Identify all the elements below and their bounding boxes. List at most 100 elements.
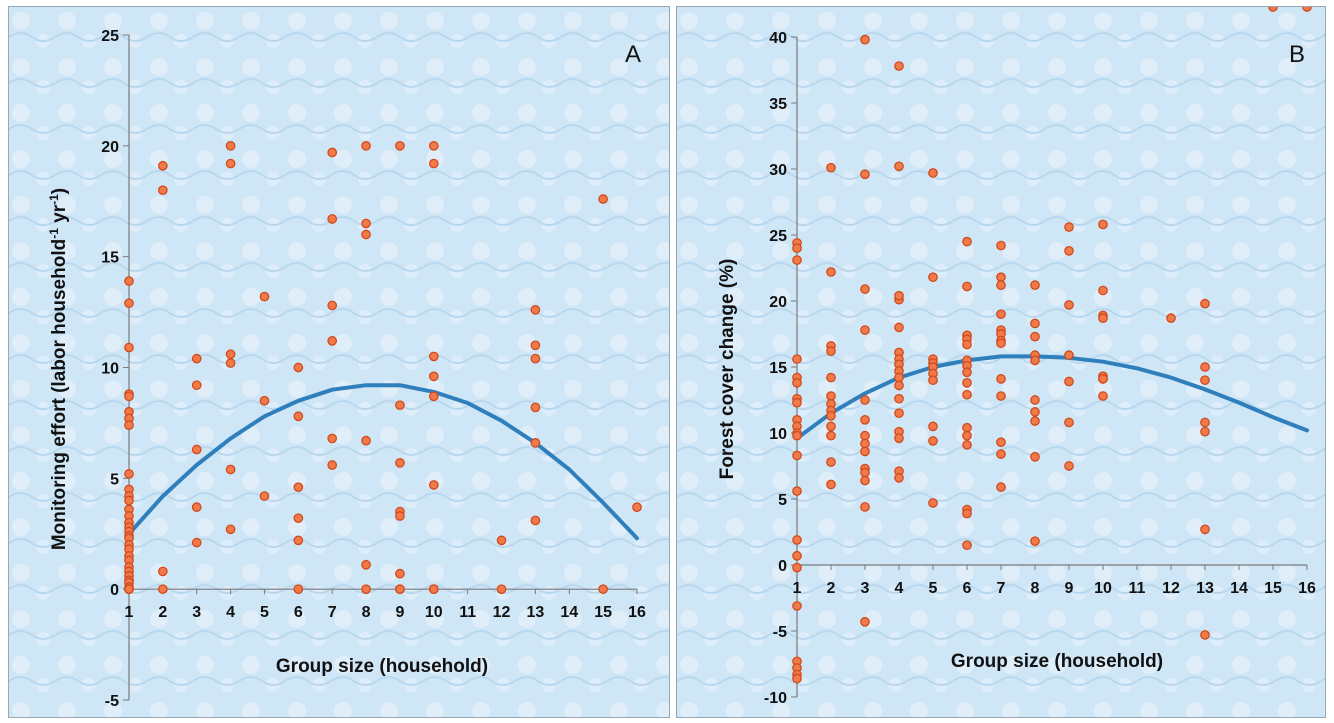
data-point: [996, 338, 1006, 349]
y-tick-label: 10: [101, 361, 119, 378]
data-point: [928, 421, 938, 432]
data-point: [928, 498, 938, 508]
data-point: [361, 584, 371, 595]
y-tick-label: 35: [769, 96, 787, 113]
y-tick-label: 10: [769, 426, 787, 443]
data-point: [530, 353, 541, 364]
data-point: [191, 537, 202, 548]
data-point: [191, 444, 202, 455]
data-point: [928, 272, 938, 283]
data-point: [1064, 376, 1074, 387]
data-point: [1030, 318, 1040, 329]
data-point: [792, 601, 802, 611]
data-point: [1064, 245, 1074, 256]
data-point: [996, 482, 1006, 492]
x-tick-label: 10: [1094, 580, 1112, 597]
data-point: [225, 524, 236, 535]
data-point: [894, 290, 904, 301]
y-tick-label: 25: [769, 228, 787, 245]
data-point: [1030, 416, 1040, 426]
y-axis-title: Monitoring effort (labor household-1 yr-…: [47, 188, 70, 550]
data-point: [293, 513, 304, 524]
x-tick-label: 16: [1298, 580, 1316, 597]
chart-background: [9, 7, 669, 717]
data-point: [894, 61, 904, 71]
data-point: [1166, 313, 1176, 324]
data-point: [327, 460, 338, 470]
data-point: [496, 535, 507, 546]
data-point: [1200, 426, 1210, 437]
data-point: [124, 276, 134, 286]
data-point: [1098, 313, 1108, 324]
data-point: [792, 255, 802, 265]
data-point: [530, 340, 541, 351]
x-tick-label: 4: [226, 604, 235, 621]
data-point: [530, 402, 541, 413]
data-point: [1030, 536, 1040, 547]
y-tick-label: 25: [101, 28, 119, 45]
data-point: [327, 336, 338, 346]
x-tick-label: 11: [459, 604, 476, 621]
fit-curve: [795, 354, 1309, 441]
data-point: [327, 300, 338, 311]
data-point: [792, 397, 802, 408]
x-tick-label: 6: [963, 580, 972, 597]
data-point: [361, 559, 371, 570]
y-tick-label: 0: [778, 558, 787, 575]
data-point: [792, 562, 802, 573]
data-point: [1030, 331, 1040, 342]
data-point: [632, 502, 642, 512]
data-point: [962, 540, 972, 551]
x-tick-label: 14: [560, 604, 578, 621]
x-tick-label: 2: [827, 580, 836, 597]
data-point: [1098, 391, 1108, 401]
data-point: [598, 194, 608, 204]
data-point: [395, 457, 405, 468]
x-tick-label: 6: [294, 604, 303, 621]
data-point: [158, 185, 168, 196]
data-point: [996, 391, 1006, 401]
data-point: [792, 450, 802, 461]
data-point: [826, 267, 836, 277]
data-point: [1200, 630, 1210, 640]
data-point: [124, 391, 134, 402]
data-point: [894, 393, 904, 404]
x-tick-label: 12: [493, 604, 511, 621]
y-tick-label: -5: [105, 693, 119, 710]
y-tick-label: -5: [773, 624, 787, 641]
data-point: [996, 309, 1006, 320]
panel-a: -5 0 5 10 15 20 25 1 2 3 4 5 6 7 8 9 10 11 12 13 14 15 16 Group…: [8, 6, 670, 718]
data-point: [792, 550, 802, 561]
x-tick-label: 11: [1129, 580, 1146, 597]
y-tick-label: 30: [769, 162, 787, 179]
data-point: [530, 438, 541, 448]
data-point: [792, 354, 802, 364]
data-point: [894, 372, 904, 383]
data-point: [996, 437, 1006, 448]
x-axis-title: Group size (household): [951, 651, 1163, 672]
data-point: [860, 467, 870, 478]
data-point: [361, 218, 371, 229]
x-tick-label: 8: [362, 604, 371, 621]
x-tick-label: 10: [425, 604, 443, 621]
data-point: [826, 479, 836, 490]
data-point: [293, 482, 304, 493]
x-tick-label: 8: [1031, 580, 1040, 597]
data-point: [996, 374, 1006, 384]
data-point: [225, 158, 236, 169]
data-point: [1200, 524, 1210, 535]
y-tick-label: 15: [769, 360, 787, 377]
data-point: [395, 400, 405, 411]
data-point: [225, 349, 236, 360]
data-point: [191, 353, 202, 364]
y-tick-label: 40: [769, 30, 787, 47]
data-point: [826, 162, 836, 173]
data-point: [962, 422, 972, 433]
data-point: [962, 508, 972, 519]
data-point: [996, 449, 1006, 459]
data-point: [826, 372, 836, 383]
data-point: [962, 339, 972, 350]
x-tick-label: 1: [125, 604, 134, 621]
data-point: [894, 473, 904, 483]
